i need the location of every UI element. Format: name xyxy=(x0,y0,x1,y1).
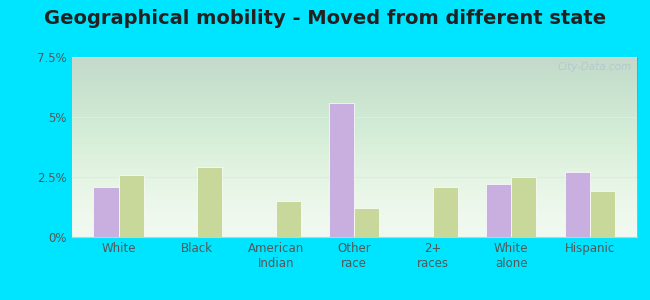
Bar xyxy=(354,208,380,237)
Bar xyxy=(512,177,536,237)
Bar xyxy=(565,172,590,237)
Bar xyxy=(197,167,222,237)
Bar xyxy=(118,175,144,237)
Bar xyxy=(276,201,301,237)
Bar xyxy=(329,103,354,237)
Bar xyxy=(486,184,512,237)
Text: Geographical mobility - Moved from different state: Geographical mobility - Moved from diffe… xyxy=(44,9,606,28)
Text: City-Data.com: City-Data.com xyxy=(557,62,631,72)
Bar xyxy=(590,191,615,237)
Bar xyxy=(94,187,118,237)
Bar xyxy=(433,187,458,237)
